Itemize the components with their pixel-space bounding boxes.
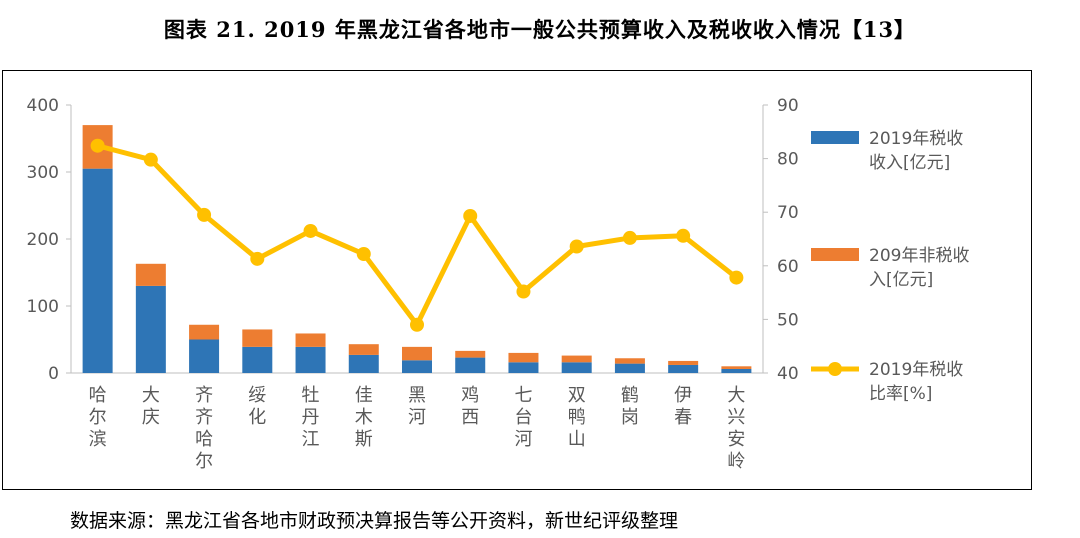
x-tick-label: 大 (727, 385, 745, 406)
x-tick-label: 山 (568, 429, 586, 450)
line-point (143, 152, 158, 167)
bar-nontax (455, 350, 486, 358)
line-point (356, 247, 371, 262)
bar-nontax (242, 329, 273, 347)
chart-frame: 0 100 200 300 400 40 50 60 70 80 90 哈尔滨大庆齐齐哈尔绥化牡丹江佳… (2, 70, 1032, 490)
x-tick-label: 尔 (195, 451, 213, 472)
legend-swatch-nontax (811, 248, 859, 261)
legend-label-ratio: 2019年税收 (869, 360, 963, 380)
x-tick-label: 七 (514, 385, 532, 406)
chart-svg: 0100200300400405060708090哈尔滨大庆齐齐哈尔绥化牡丹江佳… (27, 96, 970, 472)
legend-label-tax: 收入[亿元] (869, 153, 950, 173)
x-tick-label: 鹤 (621, 385, 639, 406)
x-tick-label: 哈 (195, 429, 213, 450)
y2-tick-label: 90 (777, 96, 799, 116)
x-tick-label: 台 (514, 407, 532, 428)
x-tick-label: 鸡 (461, 385, 479, 406)
line-point (676, 228, 691, 243)
x-tick-label: 大 (142, 385, 160, 406)
bar-tax (455, 357, 486, 373)
y2-tick-label: 50 (777, 310, 799, 330)
line-point (90, 138, 105, 153)
y-tick-label: 200 (27, 230, 59, 250)
bar-nontax (668, 360, 699, 365)
y2-tick-label: 60 (777, 257, 799, 277)
y2-tick-label: 70 (777, 203, 799, 223)
bar-nontax (348, 344, 379, 355)
line-point (303, 223, 318, 238)
x-tick-label: 滨 (89, 429, 107, 450)
legend-label-nontax: 入[亿元] (869, 270, 933, 290)
line-point (463, 208, 478, 223)
legend-label-nontax: 209年非税收 (869, 246, 969, 266)
x-tick-label: 江 (302, 429, 320, 450)
x-tick-label: 双 (568, 385, 586, 406)
y-tick-label: 0 (48, 364, 59, 384)
x-tick-label: 尔 (89, 407, 107, 428)
line-point (622, 230, 637, 245)
series-line-ratio (96, 143, 738, 328)
bar-tax (82, 168, 113, 373)
x-tick-label: 化 (248, 407, 266, 428)
y-tick-label: 100 (27, 297, 59, 317)
x-tick-label: 岭 (727, 451, 745, 472)
bar-nontax (135, 263, 166, 286)
bar-nontax (295, 333, 326, 347)
x-tick-label: 春 (674, 407, 692, 428)
bar-tax (508, 362, 539, 373)
y-tick-label: 400 (27, 96, 59, 116)
legend-label-ratio: 比率[%] (869, 384, 932, 404)
y2-tick-label: 40 (777, 364, 799, 384)
bar-tax (242, 346, 273, 373)
x-tick-label: 黑 (408, 385, 426, 406)
x-tick-label: 西 (461, 407, 479, 428)
line-point (250, 251, 265, 266)
bar-tax (295, 346, 326, 373)
x-tick-label: 牡 (302, 385, 320, 406)
x-tick-label: 齐 (195, 407, 213, 428)
x-tick-label: 哈 (89, 385, 107, 406)
x-tick-label: 庆 (142, 407, 160, 428)
legend-label-tax: 2019年税收 (869, 129, 963, 149)
x-tick-label: 木 (355, 407, 373, 428)
bar-tax (348, 354, 379, 373)
y2-tick-label: 80 (777, 150, 799, 170)
bar-nontax (721, 366, 752, 369)
bar-tax (402, 360, 432, 373)
x-tick-label: 安 (727, 429, 745, 450)
x-tick-label: 斯 (355, 429, 373, 450)
x-tick-label: 岗 (621, 407, 639, 428)
figure-title: 图表 21. 2019 年黑龙江省各地市一般公共预算收入及税收收入情况【13】 (163, 17, 917, 42)
bar-tax (668, 364, 699, 373)
x-tick-label: 兴 (727, 407, 745, 428)
bar-nontax (614, 358, 645, 364)
bar-nontax (189, 324, 220, 340)
bar-tax (614, 363, 645, 373)
y-tick-label: 300 (27, 163, 59, 183)
x-tick-label: 鸭 (568, 407, 586, 428)
line-point (569, 239, 584, 254)
x-tick-label: 佳 (355, 385, 373, 406)
x-tick-label: 河 (514, 429, 532, 450)
bar-tax (135, 285, 166, 373)
x-tick-label: 伊 (674, 385, 692, 406)
bar-nontax (561, 355, 592, 363)
x-tick-label: 丹 (302, 407, 320, 428)
line-point (516, 284, 531, 299)
bar-nontax (402, 346, 432, 361)
line-point (410, 317, 424, 332)
x-tick-label: 绥 (248, 385, 266, 406)
line-point (729, 270, 744, 285)
source-note: 数据来源：黑龙江省各地市财政预决算报告等公开资料，新世纪评级整理 (70, 510, 679, 532)
x-tick-label: 河 (408, 407, 426, 428)
x-tick-label: 齐 (195, 385, 213, 406)
line-point (197, 207, 212, 222)
legend-swatch-tax (811, 131, 859, 144)
bar-tax (189, 339, 220, 373)
bar-tax (721, 368, 752, 373)
bar-tax (561, 362, 592, 373)
bar-nontax (508, 352, 539, 363)
legend-swatch-ratio-marker (828, 362, 842, 376)
